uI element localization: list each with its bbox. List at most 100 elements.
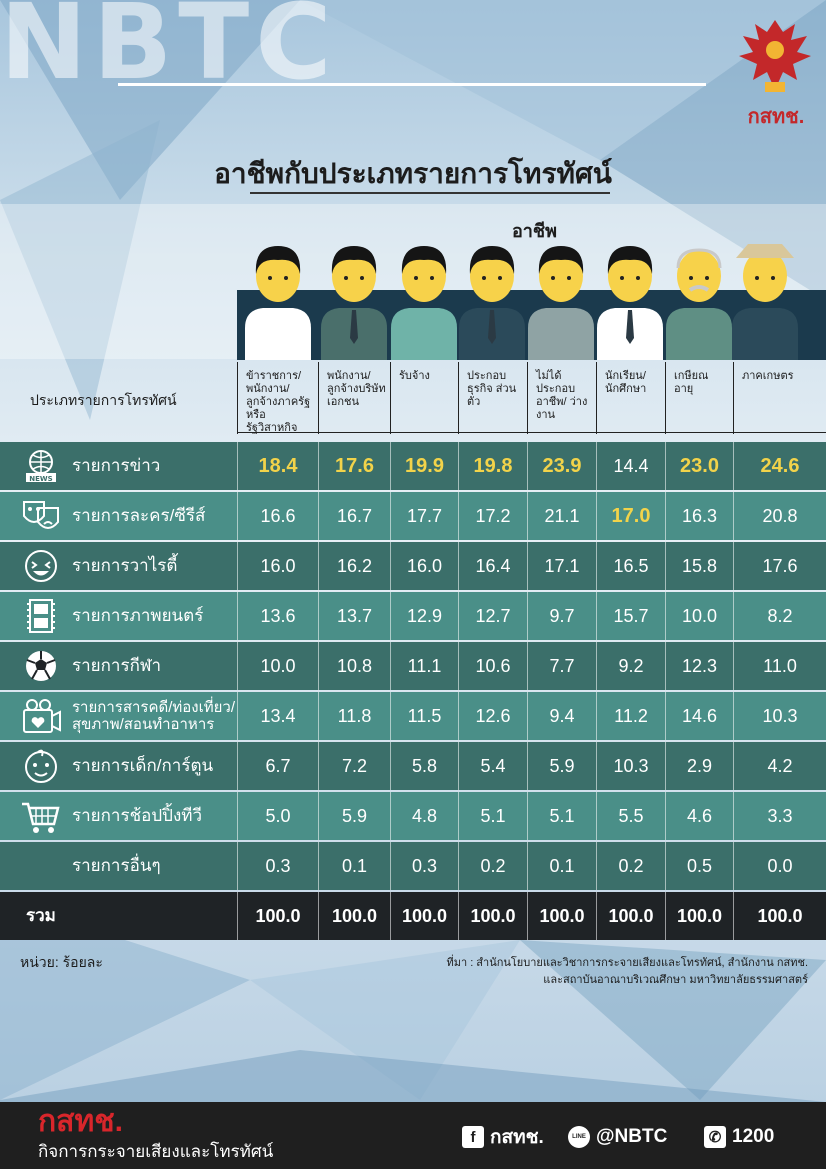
col-head-own-business: ประกอบ ธุรกิจ ส่วนตัว (458, 362, 527, 434)
total-cell: 100.0 (390, 892, 458, 940)
news-globe-icon: NEWS (26, 450, 56, 483)
table-cell: 7.7 (527, 642, 596, 690)
table-cell: 16.4 (458, 542, 527, 590)
title-underline (250, 192, 610, 194)
table-cell: 17.0 (596, 492, 665, 540)
table-cell: 0.2 (458, 842, 527, 890)
page-title: อาชีพกับประเภทรายการโทรทัศน์ (214, 158, 612, 189)
table-cell: 24.6 (733, 442, 826, 490)
table-cell: 5.1 (458, 792, 527, 840)
col-head-agriculture: ภาคเกษตร (733, 362, 826, 434)
total-cell: 100.0 (596, 892, 665, 940)
phone-contact[interactable]: ✆ 1200 (704, 1124, 774, 1150)
table-cell: 11.2 (596, 692, 665, 740)
total-row: รวม 100.0 100.0 100.0 100.0 100.0 100.0 100.0 10… (0, 892, 826, 940)
table-cell: 15.7 (596, 592, 665, 640)
table-row: รายการกีฬา 10.0 10.8 11.1 10.6 7.7 9.2 12.3 11.0 (0, 642, 826, 690)
table-cell: 11.0 (733, 642, 826, 690)
table-cell: 12.3 (665, 642, 733, 690)
table-cell: 11.8 (318, 692, 390, 740)
table-cell: 10.8 (318, 642, 390, 690)
table-cell: 21.1 (527, 492, 596, 540)
source-line-2: และสถาบันอาณาบริเวณศึกษา มหาวิทยาลัยธรรม… (543, 974, 808, 986)
table-cell: 9.2 (596, 642, 665, 690)
table-row: NEWS รายการข่าว 18.4 17.6 19.9 19.8 23.9 14.4 23… (0, 442, 826, 490)
col-head-government: ข้าราชการ/ พนักงาน/ ลูกจ้างภาครัฐ หรือรั… (237, 362, 318, 434)
table-cell: 5.4 (458, 742, 527, 790)
total-cell: 100.0 (527, 892, 596, 940)
source-note: ที่มา : สำนักนโยบายและวิชาการกระจายเสียง… (408, 955, 808, 989)
table-cell: 13.6 (237, 592, 318, 640)
table-cell: 20.8 (733, 492, 826, 540)
table-cell: 4.2 (733, 742, 826, 790)
table-cell: 0.5 (665, 842, 733, 890)
table-row: รายการภาพยนตร์ 13.6 13.7 12.9 12.7 9.7 15.7 10.… (0, 592, 826, 640)
top-divider (118, 83, 706, 86)
table-cell: 9.7 (527, 592, 596, 640)
table-cell: 11.5 (390, 692, 458, 740)
table-cell: 4.8 (390, 792, 458, 840)
col-head-unemployed: ไม่ได้ ประกอบ อาชีพ/ ว่างงาน (527, 362, 596, 434)
phone-label: 1200 (732, 1126, 775, 1147)
total-cell: 100.0 (733, 892, 826, 940)
film-strip-icon (27, 599, 55, 633)
occupation-avatar-icon (666, 248, 732, 360)
occupation-avatar-icon (321, 246, 387, 360)
line-contact[interactable]: LINE @NBTC (568, 1124, 667, 1150)
table-cell: 0.0 (733, 842, 826, 890)
total-label: รวม (26, 906, 56, 925)
row-label: รายการภาพยนตร์ (72, 606, 204, 625)
footer-subtitle: กิจการกระจายเสียงและโทรทัศน์ (38, 1142, 274, 1161)
table-cell: 3.3 (733, 792, 826, 840)
row-label: รายการละคร/ซีรีส์ (72, 506, 206, 525)
footer-brand: กสทช. (38, 1105, 123, 1138)
shopping-cart-icon (22, 802, 60, 833)
table-cell: 10.3 (733, 692, 826, 740)
drama-masks-icon (23, 501, 59, 529)
table-cell: 0.3 (390, 842, 458, 890)
table-cell: 23.9 (527, 442, 596, 490)
table-cell: 17.6 (733, 542, 826, 590)
facebook-contact[interactable]: f กสทช. (462, 1124, 544, 1150)
footer-bar (0, 1102, 826, 1169)
baby-face-icon (25, 749, 57, 783)
table-cell: 7.2 (318, 742, 390, 790)
occupation-avatar-icon (732, 244, 798, 360)
table-cell: 16.0 (237, 542, 318, 590)
facebook-label: กสทช. (490, 1127, 544, 1148)
table-cell: 5.9 (527, 742, 596, 790)
table-cell: 19.8 (458, 442, 527, 490)
line-label: @NBTC (596, 1126, 668, 1147)
table-cell: 5.1 (527, 792, 596, 840)
table-cell: 15.8 (665, 542, 733, 590)
total-cell: 100.0 (458, 892, 527, 940)
row-header-label: ประเภทรายการโทรทัศน์ (30, 392, 177, 408)
table-cell: 16.7 (318, 492, 390, 540)
table-cell: 16.3 (665, 492, 733, 540)
row-label: รายการสารคดี/ท่องเที่ยว/ สุขภาพ/สอนทำอาห… (72, 699, 236, 733)
table-cell: 16.5 (596, 542, 665, 590)
table-cell: 16.0 (390, 542, 458, 590)
row-label: รายการเด็ก/การ์ตูน (72, 756, 214, 775)
table-cell: 0.1 (318, 842, 390, 890)
col-head-student: นักเรียน/ นักศึกษา (596, 362, 665, 434)
table-cell: 8.2 (733, 592, 826, 640)
camera-heart-icon (23, 699, 61, 733)
facebook-icon: f (462, 1126, 484, 1148)
line-icon: LINE (568, 1126, 590, 1148)
garuda-logo-icon (739, 20, 811, 92)
row-label: รายการกีฬา (72, 656, 162, 675)
laughing-face-icon (25, 550, 57, 582)
logo-text: กสทช. (747, 106, 805, 128)
phone-icon: ✆ (704, 1126, 726, 1148)
unit-note: หน่วย: ร้อยละ (20, 954, 103, 970)
source-line-1: ที่มา : สำนักนโยบายและวิชาการกระจายเสียง… (446, 957, 808, 969)
table-cell: 17.1 (527, 542, 596, 590)
table-cell: 16.2 (318, 542, 390, 590)
table-cell: 5.9 (318, 792, 390, 840)
row-label: รายการช้อปปิ้งทีวี (72, 806, 202, 825)
table-cell: 13.4 (237, 692, 318, 740)
table-cell: 16.6 (237, 492, 318, 540)
table-cell: 12.9 (390, 592, 458, 640)
row-label: รายการข่าว (72, 456, 161, 475)
